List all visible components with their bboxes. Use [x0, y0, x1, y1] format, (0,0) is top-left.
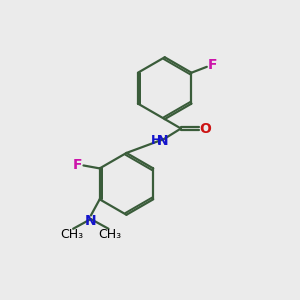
Text: O: O	[200, 122, 212, 136]
Text: F: F	[207, 58, 217, 72]
Text: CH₃: CH₃	[60, 228, 83, 241]
Text: H: H	[150, 134, 161, 147]
Text: N: N	[157, 134, 168, 148]
Text: N: N	[85, 214, 97, 228]
Text: F: F	[73, 158, 82, 172]
Text: CH₃: CH₃	[98, 228, 122, 241]
